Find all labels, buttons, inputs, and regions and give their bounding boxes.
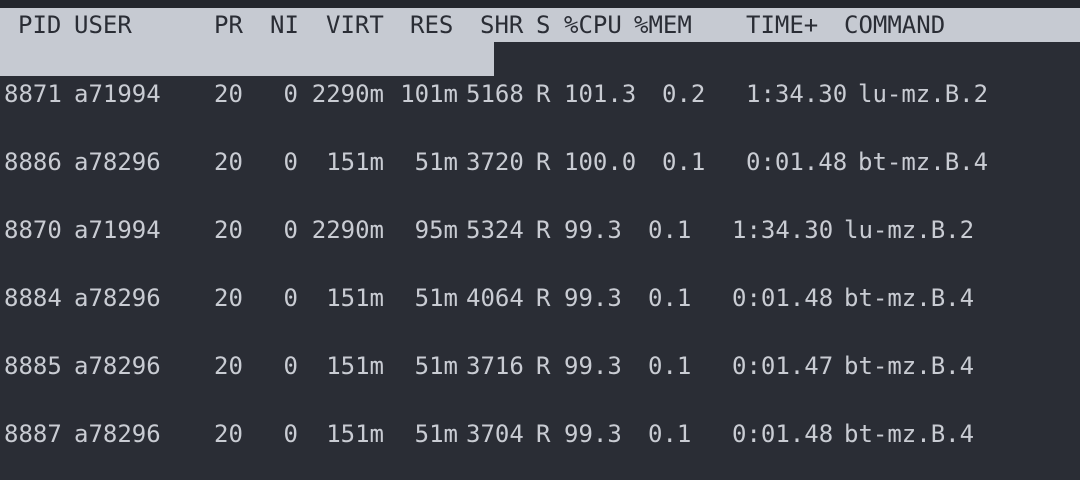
process-row[interactable]: 8884 a78296 20 0 151m 51m 4064 R 99.3 0.…: [0, 278, 1080, 318]
shr-cell: 5168: [466, 80, 524, 108]
state-cell: R: [536, 420, 551, 448]
process-row[interactable]: 8886 a78296 20 0 151m 51m 3720 R 100.0 0…: [0, 142, 1080, 182]
nice-cell: 0: [283, 420, 298, 448]
header-virt[interactable]: VIRT: [326, 11, 384, 39]
header-time[interactable]: TIME+: [746, 11, 819, 39]
mem-cell: 0.1: [662, 148, 706, 176]
res-cell: 51m: [414, 284, 458, 312]
priority-cell: 20: [214, 284, 243, 312]
virt-cell: 151m: [326, 284, 384, 312]
mem-cell: 0.1: [648, 216, 692, 244]
priority-cell: 20: [214, 216, 243, 244]
nice-cell: 0: [283, 216, 298, 244]
nice-cell: 0: [283, 284, 298, 312]
shr-cell: 4064: [466, 284, 524, 312]
command-cell: bt-mz.B.4: [844, 352, 975, 380]
virt-cell: 151m: [326, 352, 384, 380]
time-cell: 0:01.48: [746, 148, 848, 176]
process-row[interactable]: 8870 a71994 20 0 2290m 95m 5324 R 99.3 0…: [0, 210, 1080, 250]
res-cell: 51m: [414, 148, 458, 176]
state-cell: R: [536, 352, 551, 380]
pid-cell: 8887: [4, 420, 62, 448]
res-cell: 51m: [414, 352, 458, 380]
mem-cell: 0.1: [648, 352, 692, 380]
command-cell: lu-mz.B.2: [844, 216, 975, 244]
shr-cell: 3716: [466, 352, 524, 380]
virt-cell: 2290m: [311, 216, 384, 244]
user-cell: a78296: [74, 148, 161, 176]
cpu-cell: 99.3: [564, 352, 622, 380]
header-mem[interactable]: %MEM: [634, 11, 692, 39]
cpu-cell: 99.3: [564, 216, 622, 244]
pid-cell: 8885: [4, 352, 62, 380]
mem-cell: 0.1: [648, 420, 692, 448]
nice-cell: 0: [283, 148, 298, 176]
mem-cell: 0.1: [648, 284, 692, 312]
command-cell: lu-mz.B.2: [858, 80, 989, 108]
header-cpu[interactable]: %CPU: [564, 11, 622, 39]
user-cell: a78296: [74, 352, 161, 380]
time-cell: 0:01.47: [732, 352, 834, 380]
shr-cell: 5324: [466, 216, 524, 244]
header-res[interactable]: RES: [410, 11, 454, 39]
user-cell: a78296: [74, 420, 161, 448]
header-pr[interactable]: PR: [214, 11, 243, 39]
pid-cell: 8870: [4, 216, 62, 244]
res-cell: 51m: [414, 420, 458, 448]
priority-cell: 20: [214, 352, 243, 380]
state-cell: R: [536, 148, 551, 176]
priority-cell: 20: [214, 420, 243, 448]
command-cell: bt-mz.B.4: [844, 284, 975, 312]
virt-cell: 151m: [326, 420, 384, 448]
cpu-cell: 100.0: [564, 148, 637, 176]
command-cell: bt-mz.B.4: [844, 420, 975, 448]
state-cell: R: [536, 216, 551, 244]
header-ni[interactable]: NI: [270, 11, 299, 39]
virt-cell: 2290m: [311, 80, 384, 108]
header-command[interactable]: COMMAND: [844, 11, 946, 39]
header-state[interactable]: S: [536, 11, 551, 39]
nice-cell: 0: [283, 80, 298, 108]
process-row[interactable]: 8871 a71994 20 0 2290m 101m 5168 R 101.3…: [0, 74, 1080, 114]
header-user[interactable]: USER: [74, 11, 132, 39]
pid-cell: 8884: [4, 284, 62, 312]
process-row[interactable]: 8887 a78296 20 0 151m 51m 3704 R 99.3 0.…: [0, 414, 1080, 454]
column-header-bar: [0, 8, 1080, 42]
virt-cell: 151m: [326, 148, 384, 176]
time-cell: 1:34.30: [732, 216, 834, 244]
header-highlight-extension: [0, 42, 494, 76]
nice-cell: 0: [283, 352, 298, 380]
state-cell: R: [536, 284, 551, 312]
time-cell: 1:34.30: [746, 80, 848, 108]
priority-cell: 20: [214, 80, 243, 108]
command-cell: bt-mz.B.4: [858, 148, 989, 176]
process-row[interactable]: 8885 a78296 20 0 151m 51m 3716 R 99.3 0.…: [0, 346, 1080, 386]
cpu-cell: 99.3: [564, 284, 622, 312]
res-cell: 101m: [400, 80, 458, 108]
state-cell: R: [536, 80, 551, 108]
pid-cell: 8886: [4, 148, 62, 176]
priority-cell: 20: [214, 148, 243, 176]
header-pid[interactable]: PID: [18, 11, 62, 39]
res-cell: 95m: [414, 216, 458, 244]
shr-cell: 3704: [466, 420, 524, 448]
header-shr[interactable]: SHR: [480, 11, 524, 39]
cpu-cell: 101.3: [564, 80, 637, 108]
time-cell: 0:01.48: [732, 420, 834, 448]
user-cell: a71994: [74, 80, 161, 108]
shr-cell: 3720: [466, 148, 524, 176]
user-cell: a71994: [74, 216, 161, 244]
cpu-cell: 99.3: [564, 420, 622, 448]
terminal-top-edge: [0, 0, 1080, 8]
time-cell: 0:01.48: [732, 284, 834, 312]
mem-cell: 0.2: [662, 80, 706, 108]
user-cell: a78296: [74, 284, 161, 312]
pid-cell: 8871: [4, 80, 62, 108]
